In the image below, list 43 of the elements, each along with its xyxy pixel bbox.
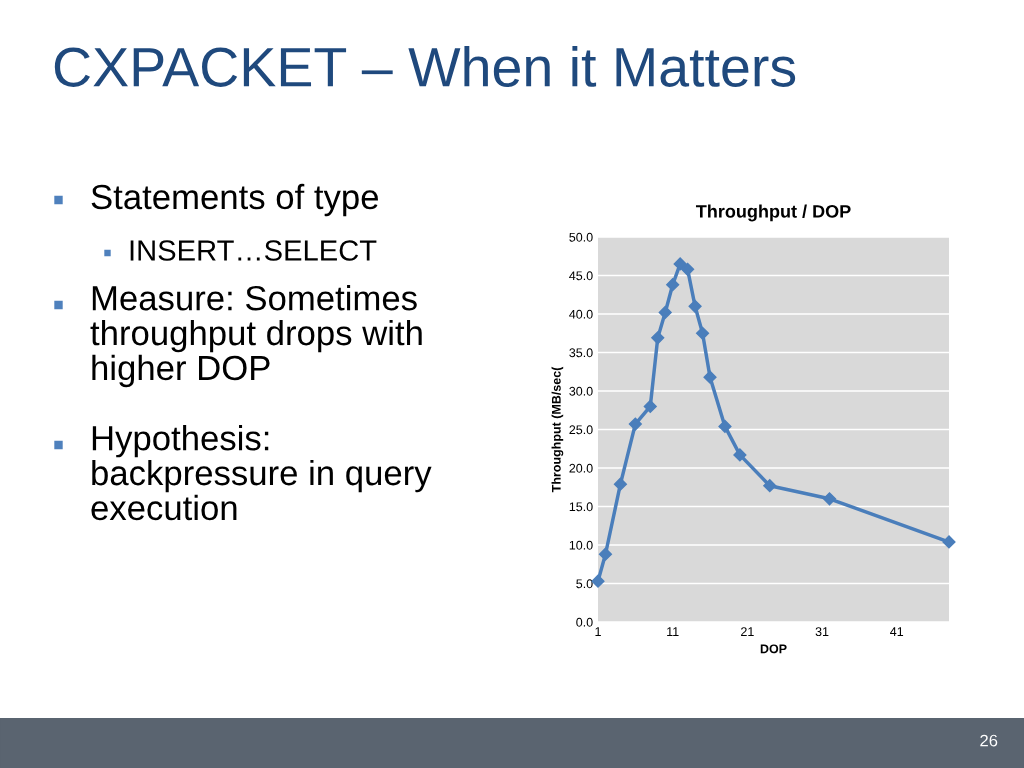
x-tick-label: 11 [667, 627, 679, 636]
point [628, 417, 642, 431]
y-tick-label: 0.0 [576, 617, 593, 627]
chart-title: Throughput / DOP [695, 204, 851, 222]
point [658, 305, 672, 320]
y-tick-label: 25.0 [569, 425, 593, 435]
y-tick-label: 35.0 [569, 348, 593, 358]
text: 26 [980, 734, 998, 747]
x-tick-label: 31 [815, 627, 829, 637]
x-axis-title: DOP [760, 644, 787, 654]
text: Hypothesis: backpressure in query execution [91, 425, 432, 521]
point [942, 535, 956, 549]
point [695, 326, 710, 340]
y-axis-title: Throughput (MB/sec( [551, 366, 564, 493]
x-tick-label: 21 [741, 627, 754, 636]
y-tick-label: 40.0 [569, 309, 593, 319]
x-tick-label: 41 [890, 627, 904, 636]
y-tick-label: 45.0 [569, 271, 593, 281]
text: Measure: Sometimes throughput drops with higher DOP [90, 285, 422, 388]
point [733, 448, 747, 462]
y-tick-label: 30.0 [569, 386, 593, 396]
point [591, 574, 605, 588]
point [688, 299, 702, 313]
point [673, 257, 687, 271]
point [598, 547, 613, 561]
y-tick-label: 50.0 [569, 232, 593, 242]
text: CXPACKET – When it Matters [54, 46, 796, 87]
point [643, 399, 657, 413]
point [703, 370, 717, 384]
x-tick-label: 1 [595, 627, 601, 636]
text: INSERT…SELECT [130, 240, 377, 261]
point [666, 278, 680, 292]
y-tick-label: 10.0 [569, 540, 593, 550]
point [718, 419, 732, 434]
point [681, 262, 695, 276]
y-tick-label: 15.0 [569, 502, 593, 512]
point [822, 492, 837, 506]
point [763, 479, 777, 493]
point [613, 477, 627, 491]
text: Statements of type [91, 183, 378, 217]
y-tick-label: 5.0 [576, 579, 593, 589]
y-tick-label: 20.0 [569, 463, 593, 473]
point [651, 331, 665, 345]
